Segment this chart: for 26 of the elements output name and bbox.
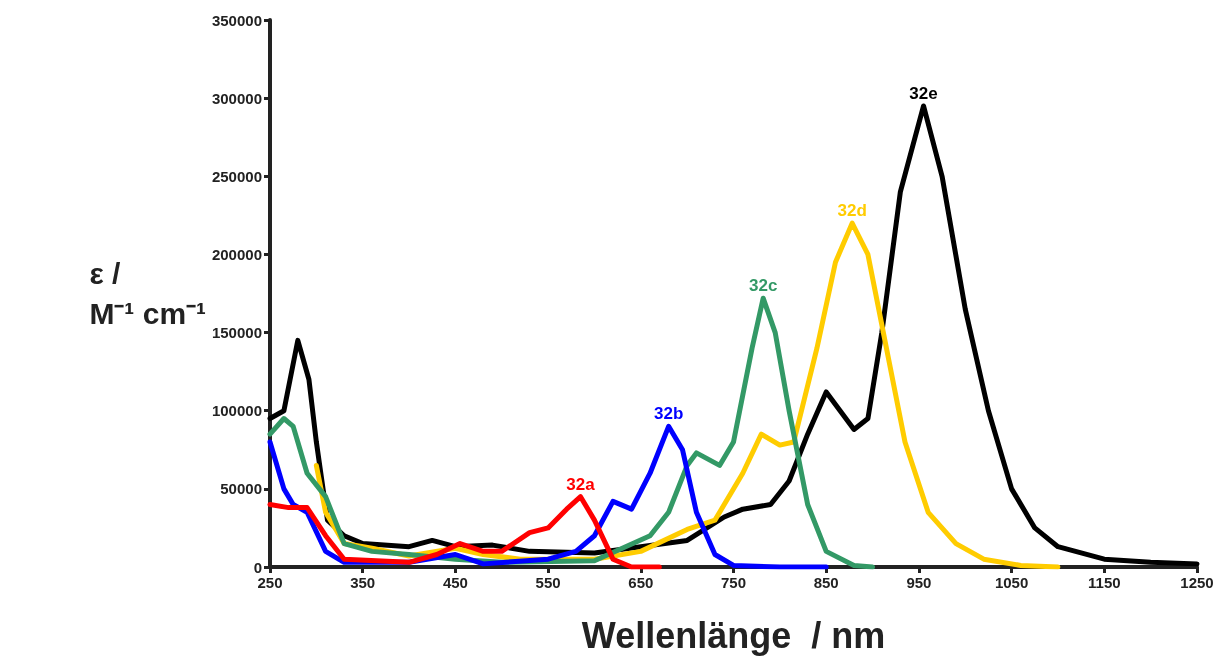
- y-tick-label: 200000: [211, 245, 262, 263]
- x-axis-title: Wellenlänge / nm: [581, 614, 886, 656]
- series-label: 32e: [909, 83, 938, 103]
- series-label: 32a: [566, 474, 596, 494]
- x-tick-label: 1050: [994, 574, 1029, 591]
- y-tick-label: 300000: [211, 89, 262, 107]
- x-tick-label: 750: [720, 574, 747, 591]
- x-tick-label: 1250: [1180, 574, 1214, 591]
- y-tick-label: 0: [253, 558, 262, 576]
- series-label: 32c: [748, 276, 778, 296]
- y-tick-label: 100000: [211, 402, 262, 420]
- x-tick-label: 1150: [1088, 574, 1121, 591]
- x-tick-label: 950: [906, 574, 932, 591]
- x-tick-label: 650: [628, 574, 654, 591]
- x-tick-label: 850: [813, 574, 839, 591]
- series-label: 32b: [653, 404, 684, 424]
- x-tick-label: 550: [535, 574, 561, 591]
- y-tick-label: 250000: [211, 167, 262, 185]
- x-tick-label: 250: [257, 574, 283, 591]
- x-tick-label: 350: [350, 574, 376, 591]
- y-tick-label: 150000: [211, 324, 262, 342]
- y-tick-label: 350000: [211, 11, 262, 29]
- y-axis-title: ε / M⁻¹ cm⁻¹: [89, 257, 207, 330]
- y-tick-label: 50000: [220, 480, 262, 498]
- series-label: 32d: [837, 201, 867, 221]
- x-tick-label: 450: [442, 574, 468, 591]
